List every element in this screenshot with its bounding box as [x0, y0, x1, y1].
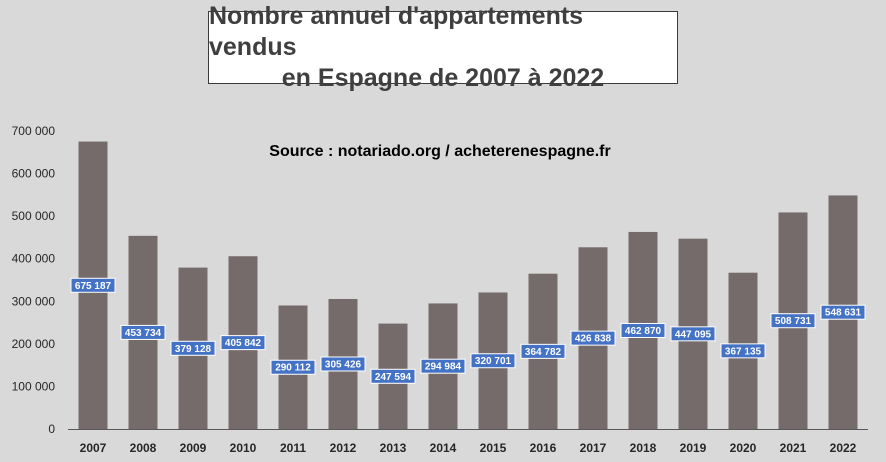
x-category-label: 2011 — [280, 441, 306, 455]
data-label: 379 128 — [175, 344, 212, 355]
x-category-label: 2012 — [330, 441, 357, 455]
data-label-box — [820, 304, 866, 320]
data-label: 405 842 — [225, 338, 262, 349]
x-category-label: 2016 — [530, 441, 557, 455]
data-label: 364 782 — [525, 347, 562, 358]
data-label-box — [220, 335, 266, 351]
y-tick-label: 0 — [48, 422, 55, 436]
y-tick-label: 600 000 — [12, 167, 56, 181]
chart-title-box: Nombre annuel d'appartements vendus en E… — [208, 2, 678, 92]
data-label-box — [770, 313, 816, 329]
data-label-box — [720, 343, 766, 359]
data-label: 290 112 — [275, 363, 311, 374]
data-label: 426 838 — [575, 334, 612, 345]
x-category-label: 2008 — [130, 441, 157, 455]
data-label-box — [670, 326, 716, 342]
data-label: 508 731 — [775, 316, 812, 327]
x-category-label: 2017 — [580, 441, 607, 455]
data-label: 294 984 — [425, 362, 462, 373]
x-category-label: 2009 — [180, 441, 207, 455]
data-label: 675 187 — [75, 281, 112, 292]
data-label: 367 135 — [725, 346, 762, 357]
x-category-label: 2010 — [230, 441, 257, 455]
data-label: 247 594 — [375, 372, 412, 383]
data-label: 320 701 — [475, 356, 512, 367]
x-category-label: 2015 — [480, 441, 507, 455]
data-label-box — [120, 324, 166, 340]
data-label-box — [270, 359, 316, 375]
data-label-box — [420, 358, 466, 374]
y-tick-label: 700 000 — [12, 124, 56, 138]
data-label: 305 426 — [325, 359, 362, 370]
data-label-box — [520, 343, 566, 359]
y-tick-label: 300 000 — [12, 294, 56, 308]
data-label-box — [470, 353, 516, 369]
y-tick-label: 400 000 — [12, 252, 56, 266]
x-category-label: 2007 — [80, 441, 107, 455]
data-label-box — [70, 277, 116, 293]
data-label-box — [370, 368, 416, 384]
y-tick-label: 200 000 — [12, 337, 56, 351]
chart-title-line1: Nombre annuel d'appartements vendus — [209, 2, 584, 61]
data-label-box — [620, 322, 666, 338]
y-tick-label: 500 000 — [12, 209, 56, 223]
x-category-label: 2022 — [830, 441, 857, 455]
source-annotation: Source : notariado.org / acheterenespagn… — [269, 143, 610, 160]
data-label: 447 095 — [675, 329, 712, 340]
chart-title-line2: en Espagne de 2007 à 2022 — [281, 64, 605, 92]
x-category-label: 2021 — [780, 441, 807, 455]
x-category-label: 2019 — [680, 441, 707, 455]
y-tick-label: 100 000 — [12, 379, 56, 393]
data-label-box — [570, 330, 616, 346]
x-category-label: 2013 — [380, 441, 407, 455]
data-label-box — [320, 356, 366, 372]
data-label: 548 631 — [825, 308, 862, 319]
x-category-label: 2018 — [630, 441, 657, 455]
data-label: 453 734 — [125, 328, 162, 339]
data-label: 462 870 — [625, 326, 662, 337]
data-label-box — [170, 340, 216, 356]
x-category-label: 2020 — [730, 441, 757, 455]
x-category-label: 2014 — [430, 441, 457, 455]
